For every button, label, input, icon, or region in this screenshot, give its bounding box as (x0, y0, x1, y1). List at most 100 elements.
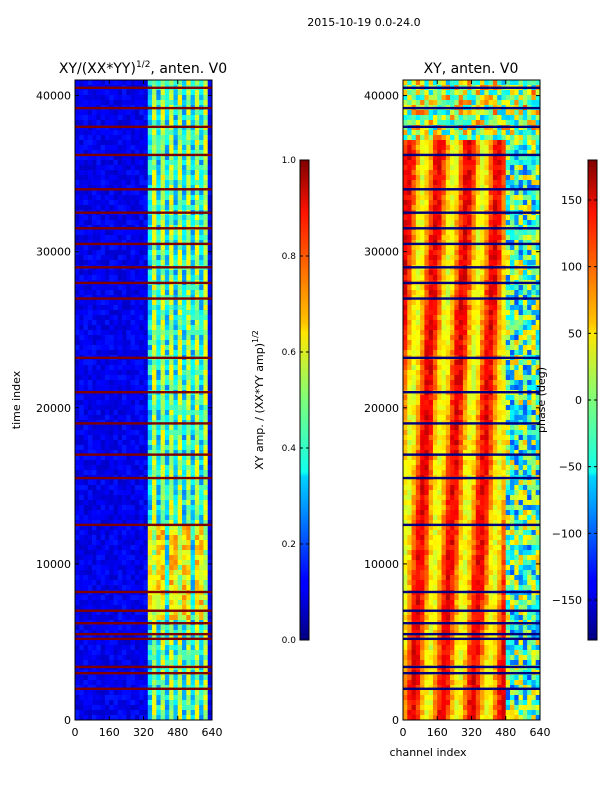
amplitude-cell (84, 315, 89, 320)
amplitude-cell (79, 580, 84, 585)
amplitude-cell (178, 570, 183, 575)
amplitude-cell (203, 160, 208, 165)
amplitude-cell (88, 615, 93, 620)
amplitude-cell (161, 495, 166, 500)
amplitude-cell (178, 690, 183, 695)
amplitude-cell (101, 95, 106, 100)
phase-cell (514, 80, 519, 85)
amplitude-cell (126, 565, 131, 570)
amplitude-cell (148, 160, 153, 165)
amplitude-cell (203, 115, 208, 120)
amplitude-cell (79, 175, 84, 180)
amplitude-cell (161, 270, 166, 275)
amplitude-cell (148, 350, 153, 355)
amplitude-cell (109, 220, 114, 225)
amplitude-cell (88, 195, 93, 200)
amplitude-cell (109, 675, 114, 680)
amplitude-cell (169, 615, 174, 620)
amplitude-cell (109, 625, 114, 630)
amplitude-cell (165, 270, 170, 275)
amplitude-cell (169, 555, 174, 560)
amplitude-cell (186, 175, 191, 180)
amplitude-cell (148, 445, 153, 450)
amplitude-cell (156, 195, 161, 200)
amplitude-cell (105, 425, 110, 430)
amplitude-cell (156, 385, 161, 390)
amplitude-cell (101, 580, 106, 585)
amplitude-cell (96, 190, 101, 195)
amplitude-cell (191, 580, 196, 585)
phase-cell (501, 165, 506, 170)
amplitude-cell (109, 175, 114, 180)
amplitude-cell (191, 695, 196, 700)
amplitude-cell (109, 285, 114, 290)
amplitude-cell (96, 350, 101, 355)
phase-cell (433, 170, 438, 175)
amplitude-cell (114, 585, 119, 590)
amplitude-cell (173, 490, 178, 495)
phase-cell (420, 100, 425, 105)
amplitude-cell (195, 110, 200, 115)
amplitude-cell (114, 425, 119, 430)
amplitude-cell (165, 380, 170, 385)
amplitude-cell (173, 675, 178, 680)
amplitude-cell (135, 505, 140, 510)
amplitude-cell (203, 325, 208, 330)
amplitude-cell (88, 90, 93, 95)
amplitude-cell (126, 100, 131, 105)
amplitude-cell (182, 555, 187, 560)
amplitude-cell (195, 370, 200, 375)
amplitude-cell (191, 170, 196, 175)
amplitude-cell (88, 80, 93, 85)
amplitude-cell (161, 510, 166, 515)
amplitude-cell (152, 585, 157, 590)
amplitude-cell (186, 220, 191, 225)
amplitude-cell (96, 385, 101, 390)
amplitude-cell (84, 490, 89, 495)
phase-cell (407, 100, 412, 105)
amplitude-cell (118, 700, 123, 705)
amplitude-cell (92, 180, 97, 185)
amplitude-cell (122, 480, 127, 485)
amplitude-cell (203, 705, 208, 710)
phase-cell (454, 165, 459, 170)
amplitude-cell (105, 570, 110, 575)
amplitude-cell (122, 180, 127, 185)
amplitude-cell (118, 130, 123, 135)
amplitude-cell (96, 360, 101, 365)
amplitude-cell (165, 250, 170, 255)
amplitude-cell (199, 360, 204, 365)
phase-cell (459, 190, 464, 195)
amplitude-cell (79, 430, 84, 435)
phase-cell (403, 80, 408, 85)
amplitude-cell (84, 660, 89, 665)
phase-cell (527, 145, 532, 150)
amplitude-cell (139, 510, 144, 515)
amplitude-cell (156, 380, 161, 385)
amplitude-cell (195, 625, 200, 630)
amplitude-cell (169, 640, 174, 645)
amplitude-cell (203, 660, 208, 665)
amplitude-cell (152, 325, 157, 330)
amplitude-cell (161, 305, 166, 310)
phase-cell (420, 200, 425, 205)
phase-cell (467, 115, 472, 120)
amplitude-cell (131, 435, 136, 440)
amplitude-cell (173, 230, 178, 235)
amplitude-cell (88, 200, 93, 205)
amplitude-cell (96, 170, 101, 175)
amplitude-cell (105, 400, 110, 405)
amplitude-cell (92, 675, 97, 680)
amplitude-cell (148, 680, 153, 685)
amplitude-cell (122, 215, 127, 220)
amplitude-cell (191, 410, 196, 415)
amplitude-cell (161, 585, 166, 590)
amplitude-cell (156, 95, 161, 100)
amplitude-cell (96, 500, 101, 505)
phase-cell (420, 95, 425, 100)
amplitude-cell (131, 255, 136, 260)
amplitude-cell (169, 320, 174, 325)
amplitude-cell (152, 215, 157, 220)
amplitude-cell (84, 545, 89, 550)
